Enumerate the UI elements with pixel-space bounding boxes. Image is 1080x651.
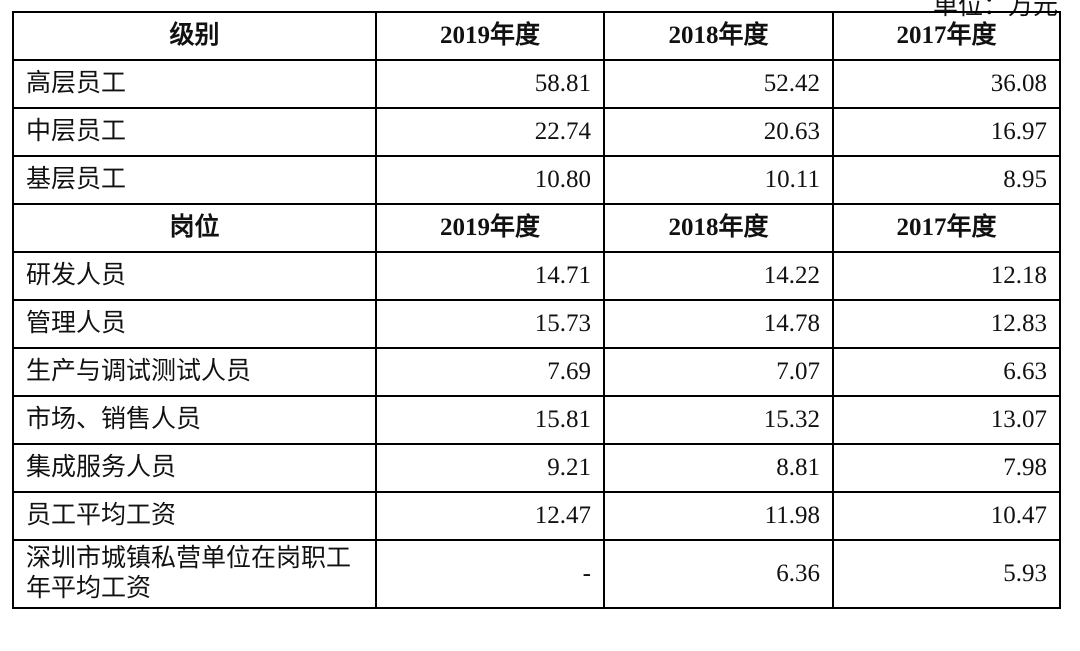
value-cell: 8.81 [603, 443, 834, 493]
header-cell: 岗位 [12, 203, 377, 253]
row-label: 管理人员 [12, 299, 377, 349]
table-row: 员工平均工资 12.47 11.98 10.47 [12, 491, 1061, 541]
value-cell: 6.36 [603, 539, 834, 609]
row-label: 集成服务人员 [12, 443, 377, 493]
value-cell: 11.98 [603, 491, 834, 541]
value-cell: 12.47 [375, 491, 605, 541]
header-cell: 2019年度 [375, 11, 605, 61]
header-cell: 级别 [12, 11, 377, 61]
header-cell: 2019年度 [375, 203, 605, 253]
value-cell: 7.07 [603, 347, 834, 397]
table-row: 深圳市城镇私营单位在岗职工年平均工资 -6.36 5.93 [12, 539, 1061, 609]
value-cell: 13.07 [832, 395, 1061, 445]
value-cell: 7.98 [832, 443, 1061, 493]
value-cell: 36.08 [832, 59, 1061, 109]
row-label: 员工平均工资 [12, 491, 377, 541]
row-label: 基层员工 [12, 155, 377, 205]
table-row: 高层员工 58.81 52.42 36.08 [12, 59, 1061, 109]
value-cell: 12.83 [832, 299, 1061, 349]
table-row: 管理人员 15.73 14.78 12.83 [12, 299, 1061, 349]
value-cell: 8.95 [832, 155, 1061, 205]
value-cell: 5.93 [832, 539, 1061, 609]
value-cell: 15.81 [375, 395, 605, 445]
table-row: 生产与调试测试人员 7.69 7.07 6.63 [12, 347, 1061, 397]
table-row: 基层员工 10.80 10.11 8.95 [12, 155, 1061, 205]
value-cell: 14.78 [603, 299, 834, 349]
row-label: 生产与调试测试人员 [12, 347, 377, 397]
value-cell: 6.63 [832, 347, 1061, 397]
value-cell: 7.69 [375, 347, 605, 397]
header-cell: 2018年度 [603, 203, 834, 253]
row-label: 研发人员 [12, 251, 377, 301]
value-cell: 12.18 [832, 251, 1061, 301]
value-cell: 20.63 [603, 107, 834, 157]
row-label: 深圳市城镇私营单位在岗职工年平均工资 [12, 539, 377, 609]
value-cell: 15.73 [375, 299, 605, 349]
value-cell: - [375, 539, 605, 609]
header-cell: 2018年度 [603, 11, 834, 61]
table-row: 中层员工 22.74 20.63 16.97 [12, 107, 1061, 157]
value-cell: 9.21 [375, 443, 605, 493]
table-row: 市场、销售人员 15.81 15.32 13.07 [12, 395, 1061, 445]
value-cell: 10.11 [603, 155, 834, 205]
header-cell: 2017年度 [832, 203, 1061, 253]
value-cell: 58.81 [375, 59, 605, 109]
value-cell: 14.22 [603, 251, 834, 301]
value-cell: 22.74 [375, 107, 605, 157]
table-row: 集成服务人员 9.21 8.81 7.98 [12, 443, 1061, 493]
row-label: 高层员工 [12, 59, 377, 109]
table-row: 研发人员 14.71 14.22 12.18 [12, 251, 1061, 301]
value-cell: 10.80 [375, 155, 605, 205]
row-label: 市场、销售人员 [12, 395, 377, 445]
value-cell: 14.71 [375, 251, 605, 301]
value-cell: 15.32 [603, 395, 834, 445]
row-label: 中层员工 [12, 107, 377, 157]
value-cell: 52.42 [603, 59, 834, 109]
header-row: 岗位 2019年度 2018年度 2017年度 [12, 203, 1061, 253]
header-cell: 2017年度 [832, 11, 1061, 61]
header-row: 级别 2019年度 2018年度 2017年度 [12, 11, 1061, 61]
value-cell: 10.47 [832, 491, 1061, 541]
salary-table: 级别 2019年度 2018年度 2017年度 高层员工 58.81 52.42 36.08 中… [12, 11, 1061, 609]
value-cell: 16.97 [832, 107, 1061, 157]
